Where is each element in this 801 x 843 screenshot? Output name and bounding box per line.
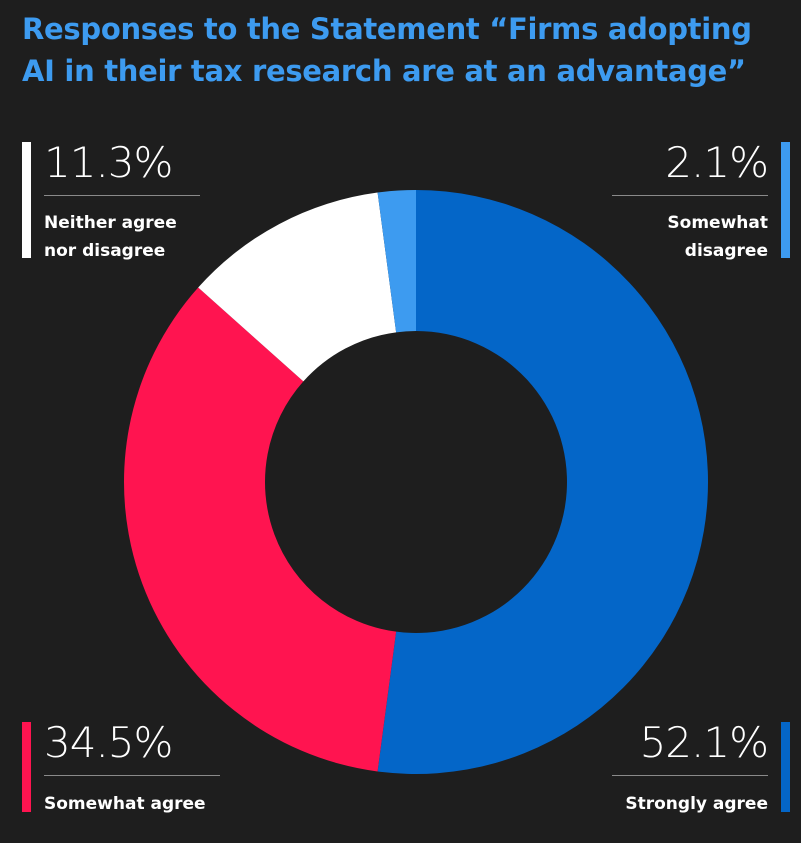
callout-somewhat-agree-percent: 34.5% <box>44 719 172 767</box>
callout-neither-label-line-1: Neither agree <box>44 209 177 238</box>
callout-strongly-agree-label: Strongly agree <box>625 790 768 819</box>
slice-somewhat-agree <box>124 288 396 772</box>
callout-neither-label-line-2: nor disagree <box>44 237 165 266</box>
callout-somewhat-disagree-divider <box>612 195 768 196</box>
callout-strongly-agree-percent: 52.1% <box>640 719 768 767</box>
callout-somewhat-disagree-percent: 2.1% <box>665 139 768 187</box>
slice-strongly-agree <box>378 190 708 774</box>
callout-somewhat-agree: 34.5% Somewhat agree <box>22 722 222 814</box>
callout-somewhat-disagree-color-bar <box>781 142 790 258</box>
callout-somewhat-agree-color-bar <box>22 722 31 812</box>
callout-neither-divider <box>44 195 200 196</box>
callout-somewhat-agree-label: Somewhat agree <box>44 790 206 819</box>
callout-somewhat-disagree: 2.1% Somewhat disagree <box>604 142 790 260</box>
callout-somewhat-agree-divider <box>44 775 220 776</box>
callout-neither-color-bar <box>22 142 31 258</box>
callout-strongly-agree-divider <box>612 775 768 776</box>
callout-neither: 11.3% Neither agree nor disagree <box>22 142 202 260</box>
callout-neither-percent: 11.3% <box>44 139 172 187</box>
callout-strongly-agree: 52.1% Strongly agree <box>590 722 790 814</box>
callout-strongly-agree-color-bar <box>781 722 790 812</box>
callout-somewhat-disagree-label-line-1: Somewhat <box>667 209 768 238</box>
callout-somewhat-disagree-label-line-2: disagree <box>685 237 768 266</box>
